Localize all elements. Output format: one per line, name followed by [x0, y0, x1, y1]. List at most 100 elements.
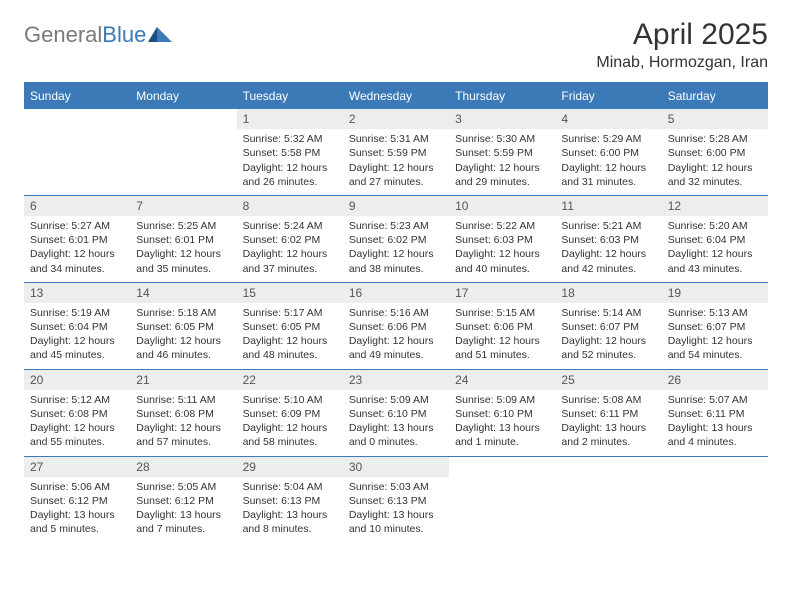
day-header-row: SundayMondayTuesdayWednesdayThursdayFrid… — [24, 83, 768, 109]
day-cell: 8Sunrise: 5:24 AMSunset: 6:02 PMDaylight… — [237, 195, 343, 282]
sunset-text: Sunset: 6:13 PM — [349, 494, 443, 508]
day-details: Sunrise: 5:13 AMSunset: 6:07 PMDaylight:… — [662, 303, 768, 369]
sunrise-text: Sunrise: 5:22 AM — [455, 219, 549, 233]
daylight-text: Daylight: 12 hours and 52 minutes. — [561, 334, 655, 362]
month-title: April 2025 — [596, 18, 768, 52]
day-details: Sunrise: 5:29 AMSunset: 6:00 PMDaylight:… — [555, 129, 661, 195]
day-details: Sunrise: 5:08 AMSunset: 6:11 PMDaylight:… — [555, 390, 661, 456]
daylight-text: Daylight: 13 hours and 7 minutes. — [136, 508, 230, 536]
calendar-body: 1Sunrise: 5:32 AMSunset: 5:58 PMDaylight… — [24, 109, 768, 543]
logo-mark-icon — [148, 24, 174, 42]
daylight-text: Daylight: 13 hours and 1 minute. — [455, 421, 549, 449]
week-row: 6Sunrise: 5:27 AMSunset: 6:01 PMDaylight… — [24, 195, 768, 282]
day-number: 23 — [343, 370, 449, 390]
daylight-text: Daylight: 12 hours and 40 minutes. — [455, 247, 549, 275]
day-details: Sunrise: 5:09 AMSunset: 6:10 PMDaylight:… — [343, 390, 449, 456]
daylight-text: Daylight: 12 hours and 42 minutes. — [561, 247, 655, 275]
day-number: 30 — [343, 457, 449, 477]
daylight-text: Daylight: 12 hours and 31 minutes. — [561, 161, 655, 189]
daylight-text: Daylight: 12 hours and 35 minutes. — [136, 247, 230, 275]
sunrise-text: Sunrise: 5:24 AM — [243, 219, 337, 233]
daylight-text: Daylight: 12 hours and 37 minutes. — [243, 247, 337, 275]
day-number: 10 — [449, 196, 555, 216]
day-header-wednesday: Wednesday — [343, 83, 449, 109]
sunrise-text: Sunrise: 5:18 AM — [136, 306, 230, 320]
day-details: Sunrise: 5:05 AMSunset: 6:12 PMDaylight:… — [130, 477, 236, 543]
day-details: Sunrise: 5:06 AMSunset: 6:12 PMDaylight:… — [24, 477, 130, 543]
week-row: 1Sunrise: 5:32 AMSunset: 5:58 PMDaylight… — [24, 109, 768, 196]
day-cell: 22Sunrise: 5:10 AMSunset: 6:09 PMDayligh… — [237, 369, 343, 456]
sunset-text: Sunset: 6:05 PM — [136, 320, 230, 334]
sunset-text: Sunset: 6:09 PM — [243, 407, 337, 421]
calendar-table: SundayMondayTuesdayWednesdayThursdayFrid… — [24, 82, 768, 542]
week-row: 27Sunrise: 5:06 AMSunset: 6:12 PMDayligh… — [24, 456, 768, 542]
sunset-text: Sunset: 6:00 PM — [668, 146, 762, 160]
sunset-text: Sunset: 6:02 PM — [243, 233, 337, 247]
sunset-text: Sunset: 6:10 PM — [455, 407, 549, 421]
day-number: 16 — [343, 283, 449, 303]
daylight-text: Daylight: 12 hours and 29 minutes. — [455, 161, 549, 189]
sunrise-text: Sunrise: 5:20 AM — [668, 219, 762, 233]
logo-text-general: General — [24, 22, 102, 48]
day-number: 7 — [130, 196, 236, 216]
sunset-text: Sunset: 5:59 PM — [349, 146, 443, 160]
empty-day-cell — [555, 456, 661, 542]
daylight-text: Daylight: 12 hours and 57 minutes. — [136, 421, 230, 449]
day-details: Sunrise: 5:14 AMSunset: 6:07 PMDaylight:… — [555, 303, 661, 369]
sunrise-text: Sunrise: 5:05 AM — [136, 480, 230, 494]
daylight-text: Daylight: 12 hours and 55 minutes. — [30, 421, 124, 449]
day-cell: 12Sunrise: 5:20 AMSunset: 6:04 PMDayligh… — [662, 195, 768, 282]
sunrise-text: Sunrise: 5:11 AM — [136, 393, 230, 407]
day-details: Sunrise: 5:09 AMSunset: 6:10 PMDaylight:… — [449, 390, 555, 456]
day-details: Sunrise: 5:30 AMSunset: 5:59 PMDaylight:… — [449, 129, 555, 195]
daylight-text: Daylight: 12 hours and 34 minutes. — [30, 247, 124, 275]
day-number: 6 — [24, 196, 130, 216]
day-cell: 18Sunrise: 5:14 AMSunset: 6:07 PMDayligh… — [555, 282, 661, 369]
empty-day-cell — [130, 109, 236, 196]
day-cell: 29Sunrise: 5:04 AMSunset: 6:13 PMDayligh… — [237, 456, 343, 542]
week-row: 20Sunrise: 5:12 AMSunset: 6:08 PMDayligh… — [24, 369, 768, 456]
sunset-text: Sunset: 6:01 PM — [136, 233, 230, 247]
sunset-text: Sunset: 5:59 PM — [455, 146, 549, 160]
sunset-text: Sunset: 6:07 PM — [668, 320, 762, 334]
sunrise-text: Sunrise: 5:21 AM — [561, 219, 655, 233]
day-number: 28 — [130, 457, 236, 477]
sunset-text: Sunset: 6:06 PM — [349, 320, 443, 334]
sunrise-text: Sunrise: 5:15 AM — [455, 306, 549, 320]
day-number: 17 — [449, 283, 555, 303]
day-number: 2 — [343, 109, 449, 129]
sunrise-text: Sunrise: 5:13 AM — [668, 306, 762, 320]
day-cell: 7Sunrise: 5:25 AMSunset: 6:01 PMDaylight… — [130, 195, 236, 282]
day-number: 9 — [343, 196, 449, 216]
sunset-text: Sunset: 6:13 PM — [243, 494, 337, 508]
day-cell: 14Sunrise: 5:18 AMSunset: 6:05 PMDayligh… — [130, 282, 236, 369]
day-header-friday: Friday — [555, 83, 661, 109]
sunset-text: Sunset: 6:00 PM — [561, 146, 655, 160]
day-cell: 6Sunrise: 5:27 AMSunset: 6:01 PMDaylight… — [24, 195, 130, 282]
logo: GeneralBlue — [24, 22, 174, 48]
sunset-text: Sunset: 6:01 PM — [30, 233, 124, 247]
sunset-text: Sunset: 6:02 PM — [349, 233, 443, 247]
sunrise-text: Sunrise: 5:19 AM — [30, 306, 124, 320]
empty-day-cell — [662, 456, 768, 542]
sunset-text: Sunset: 6:11 PM — [668, 407, 762, 421]
day-header-thursday: Thursday — [449, 83, 555, 109]
sunrise-text: Sunrise: 5:09 AM — [349, 393, 443, 407]
day-details: Sunrise: 5:18 AMSunset: 6:05 PMDaylight:… — [130, 303, 236, 369]
sunrise-text: Sunrise: 5:04 AM — [243, 480, 337, 494]
daylight-text: Daylight: 12 hours and 45 minutes. — [30, 334, 124, 362]
day-number: 29 — [237, 457, 343, 477]
sunrise-text: Sunrise: 5:06 AM — [30, 480, 124, 494]
day-cell: 15Sunrise: 5:17 AMSunset: 6:05 PMDayligh… — [237, 282, 343, 369]
location-text: Minab, Hormozgan, Iran — [596, 54, 768, 72]
day-details: Sunrise: 5:19 AMSunset: 6:04 PMDaylight:… — [24, 303, 130, 369]
day-cell: 24Sunrise: 5:09 AMSunset: 6:10 PMDayligh… — [449, 369, 555, 456]
day-details: Sunrise: 5:04 AMSunset: 6:13 PMDaylight:… — [237, 477, 343, 543]
sunrise-text: Sunrise: 5:17 AM — [243, 306, 337, 320]
day-number: 14 — [130, 283, 236, 303]
daylight-text: Daylight: 12 hours and 32 minutes. — [668, 161, 762, 189]
sunset-text: Sunset: 6:07 PM — [561, 320, 655, 334]
daylight-text: Daylight: 12 hours and 26 minutes. — [243, 161, 337, 189]
sunrise-text: Sunrise: 5:31 AM — [349, 132, 443, 146]
day-cell: 11Sunrise: 5:21 AMSunset: 6:03 PMDayligh… — [555, 195, 661, 282]
